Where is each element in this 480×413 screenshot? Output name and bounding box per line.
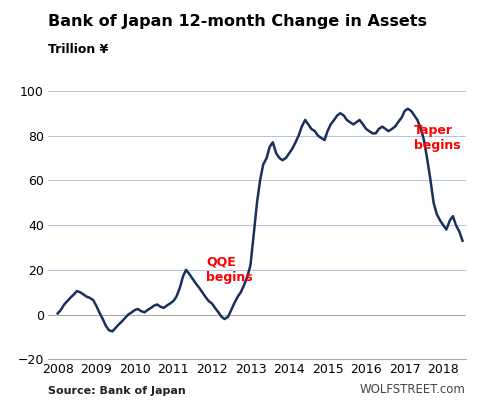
Text: WOLFSTREET.com: WOLFSTREET.com [360,384,466,396]
Text: QQE
begins: QQE begins [206,256,252,284]
Text: Bank of Japan 12-month Change in Assets: Bank of Japan 12-month Change in Assets [48,14,427,29]
Text: Taper
begins: Taper begins [414,124,461,152]
Text: Source: Bank of Japan: Source: Bank of Japan [48,387,186,396]
Text: Trillion ¥: Trillion ¥ [48,43,108,56]
